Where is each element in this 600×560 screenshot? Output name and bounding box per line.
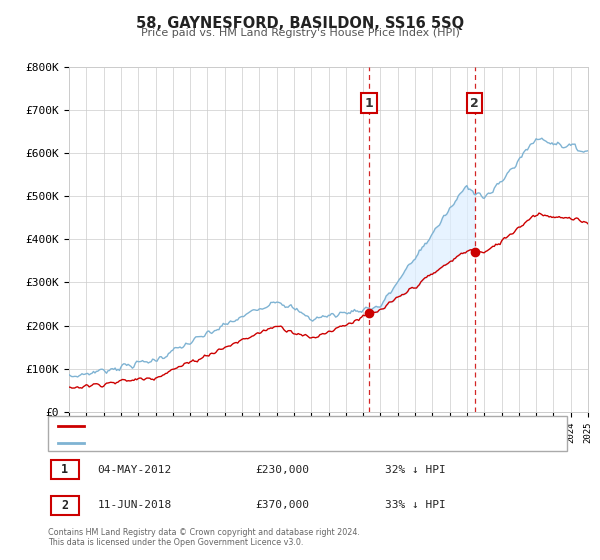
Text: 2: 2 [61, 498, 68, 512]
Text: HPI: Average price, detached house, Basildon: HPI: Average price, detached house, Basi… [92, 438, 356, 448]
Text: 32% ↓ HPI: 32% ↓ HPI [385, 464, 446, 474]
Text: 11-JUN-2018: 11-JUN-2018 [97, 500, 172, 510]
Text: £230,000: £230,000 [256, 464, 310, 474]
Text: This data is licensed under the Open Government Licence v3.0.: This data is licensed under the Open Gov… [48, 538, 304, 547]
Text: 2: 2 [470, 97, 479, 110]
Text: 33% ↓ HPI: 33% ↓ HPI [385, 500, 446, 510]
Text: 1: 1 [365, 97, 374, 110]
Text: 58, GAYNESFORD, BASILDON, SS16 5SQ: 58, GAYNESFORD, BASILDON, SS16 5SQ [136, 16, 464, 31]
Text: 1: 1 [61, 463, 68, 476]
FancyBboxPatch shape [48, 416, 567, 451]
Text: 58, GAYNESFORD, BASILDON, SS16 5SQ (detached house): 58, GAYNESFORD, BASILDON, SS16 5SQ (deta… [92, 421, 398, 431]
FancyBboxPatch shape [50, 496, 79, 515]
Text: 04-MAY-2012: 04-MAY-2012 [97, 464, 172, 474]
Text: Contains HM Land Registry data © Crown copyright and database right 2024.: Contains HM Land Registry data © Crown c… [48, 528, 360, 536]
Text: Price paid vs. HM Land Registry's House Price Index (HPI): Price paid vs. HM Land Registry's House … [140, 28, 460, 38]
Text: £370,000: £370,000 [256, 500, 310, 510]
FancyBboxPatch shape [50, 460, 79, 479]
